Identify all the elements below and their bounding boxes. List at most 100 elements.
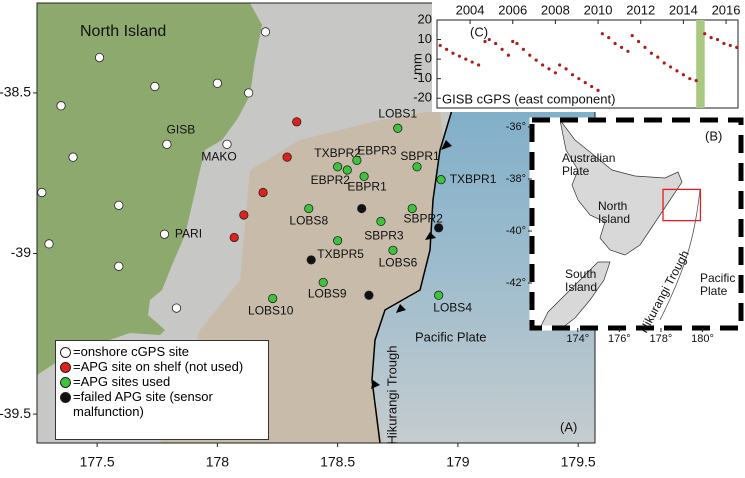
data-point	[583, 80, 587, 85]
site-marker	[376, 216, 386, 226]
y-tick-label: -38.5	[0, 84, 31, 100]
site-marker	[292, 117, 302, 127]
y-tick-label: 10	[418, 31, 432, 46]
frame	[436, 19, 739, 109]
plate-label: Pacific Plate	[415, 329, 487, 344]
legend-entry: =failed APG site (sensor malfunction)	[60, 389, 264, 419]
data-point	[444, 47, 449, 51]
caption: GISB cGPS (east component)	[442, 91, 615, 106]
x-tick-label: 2008	[541, 2, 570, 17]
data-point	[656, 55, 660, 59]
x-tick-label: 178	[206, 454, 230, 470]
data-point	[506, 53, 511, 57]
region-box	[662, 188, 702, 222]
site-marker	[268, 293, 278, 304]
data-point	[438, 43, 442, 48]
site-marker	[333, 162, 343, 172]
data-point	[600, 32, 604, 36]
data-point	[703, 32, 707, 36]
site-marker	[388, 245, 398, 255]
data-point	[694, 79, 698, 83]
site-label: SBPR3	[364, 229, 404, 243]
data-point	[487, 37, 491, 42]
y-tick-label: -20	[413, 90, 432, 105]
data-point	[528, 53, 532, 57]
y-axis-label: mm	[409, 53, 424, 75]
data-point	[709, 36, 713, 40]
data-point	[735, 45, 739, 49]
site-label: SBPR1	[400, 149, 440, 163]
data-point	[547, 67, 551, 71]
x-tick-label: 178°	[650, 333, 673, 345]
site-marker	[434, 290, 444, 300]
legend-text: =APG sites used	[73, 374, 171, 389]
site-marker	[114, 261, 124, 271]
x-tick-label: 177.5	[80, 454, 115, 470]
land	[37, 3, 262, 375]
site-marker	[37, 187, 47, 198]
data-point	[619, 45, 624, 49]
y-tick-label: -36°	[506, 121, 526, 133]
site-label: EBPR2	[311, 173, 351, 187]
site-marker	[114, 200, 124, 210]
site-label: PARI	[175, 226, 202, 240]
site-label: TXBPR2	[314, 146, 361, 160]
x-tick-label: 2016	[712, 2, 741, 17]
site-marker	[304, 203, 314, 214]
data-point	[511, 39, 515, 44]
data-point	[564, 67, 568, 71]
inset-map: Hikurangi Trough (B) 174° 176° 178° 180°-36…	[506, 117, 744, 345]
site-marker	[357, 203, 367, 214]
site-marker	[407, 203, 417, 214]
panel-label: (C)	[470, 24, 488, 39]
data-point	[590, 84, 594, 89]
data-point	[494, 41, 498, 46]
y-tick-label: -40°	[506, 225, 526, 237]
x-tick-label: 179.5	[561, 454, 596, 470]
x-tick-label: 2014	[669, 2, 698, 17]
legend-marker	[60, 377, 71, 388]
data-point	[613, 41, 617, 46]
data-point	[558, 63, 562, 67]
data-point	[688, 77, 692, 81]
data-point	[540, 63, 545, 67]
north-island-shape	[559, 119, 683, 256]
data-point	[681, 73, 685, 77]
data-point	[553, 71, 557, 75]
x-tick-label: 2012	[626, 2, 655, 17]
frame-dashed	[529, 117, 744, 331]
data-point	[643, 45, 647, 49]
data-point	[570, 73, 575, 77]
legend-text: =failed APG site (sensor malfunction)	[73, 389, 213, 419]
data-point	[451, 51, 455, 55]
site-label: LOBS1	[378, 106, 417, 120]
y-tick-label: 0	[425, 51, 432, 66]
trough-tooth	[425, 232, 436, 240]
site-marker	[44, 239, 54, 249]
legend: =onshore cGPS site =APG site on shelf (no…	[55, 340, 269, 440]
data-point	[483, 39, 487, 44]
site-label: LOBS4	[433, 300, 472, 314]
data-point	[457, 54, 461, 58]
panel-label: (A)	[560, 419, 577, 434]
x-tick-label: 2010	[584, 2, 613, 17]
site-marker	[212, 78, 222, 88]
site-label: GISB	[167, 122, 196, 136]
data-point	[662, 61, 666, 65]
plate-label: Pacific Plate	[700, 271, 736, 298]
y-tick-label: -10	[413, 70, 432, 85]
data-point	[534, 58, 538, 62]
trough-tooth	[371, 380, 380, 389]
highlight-band	[696, 20, 705, 108]
site-marker	[393, 123, 403, 133]
trough-tooth	[441, 140, 452, 150]
x-tick-label: 2004	[456, 2, 485, 17]
data-point	[577, 77, 581, 81]
site-marker	[282, 152, 292, 162]
legend-entry: =onshore cGPS site	[60, 344, 264, 359]
x-tick-label: 176°	[608, 333, 631, 345]
data-point	[728, 43, 732, 48]
y-tick-label: -38°	[506, 173, 526, 185]
site-marker	[222, 139, 232, 149]
